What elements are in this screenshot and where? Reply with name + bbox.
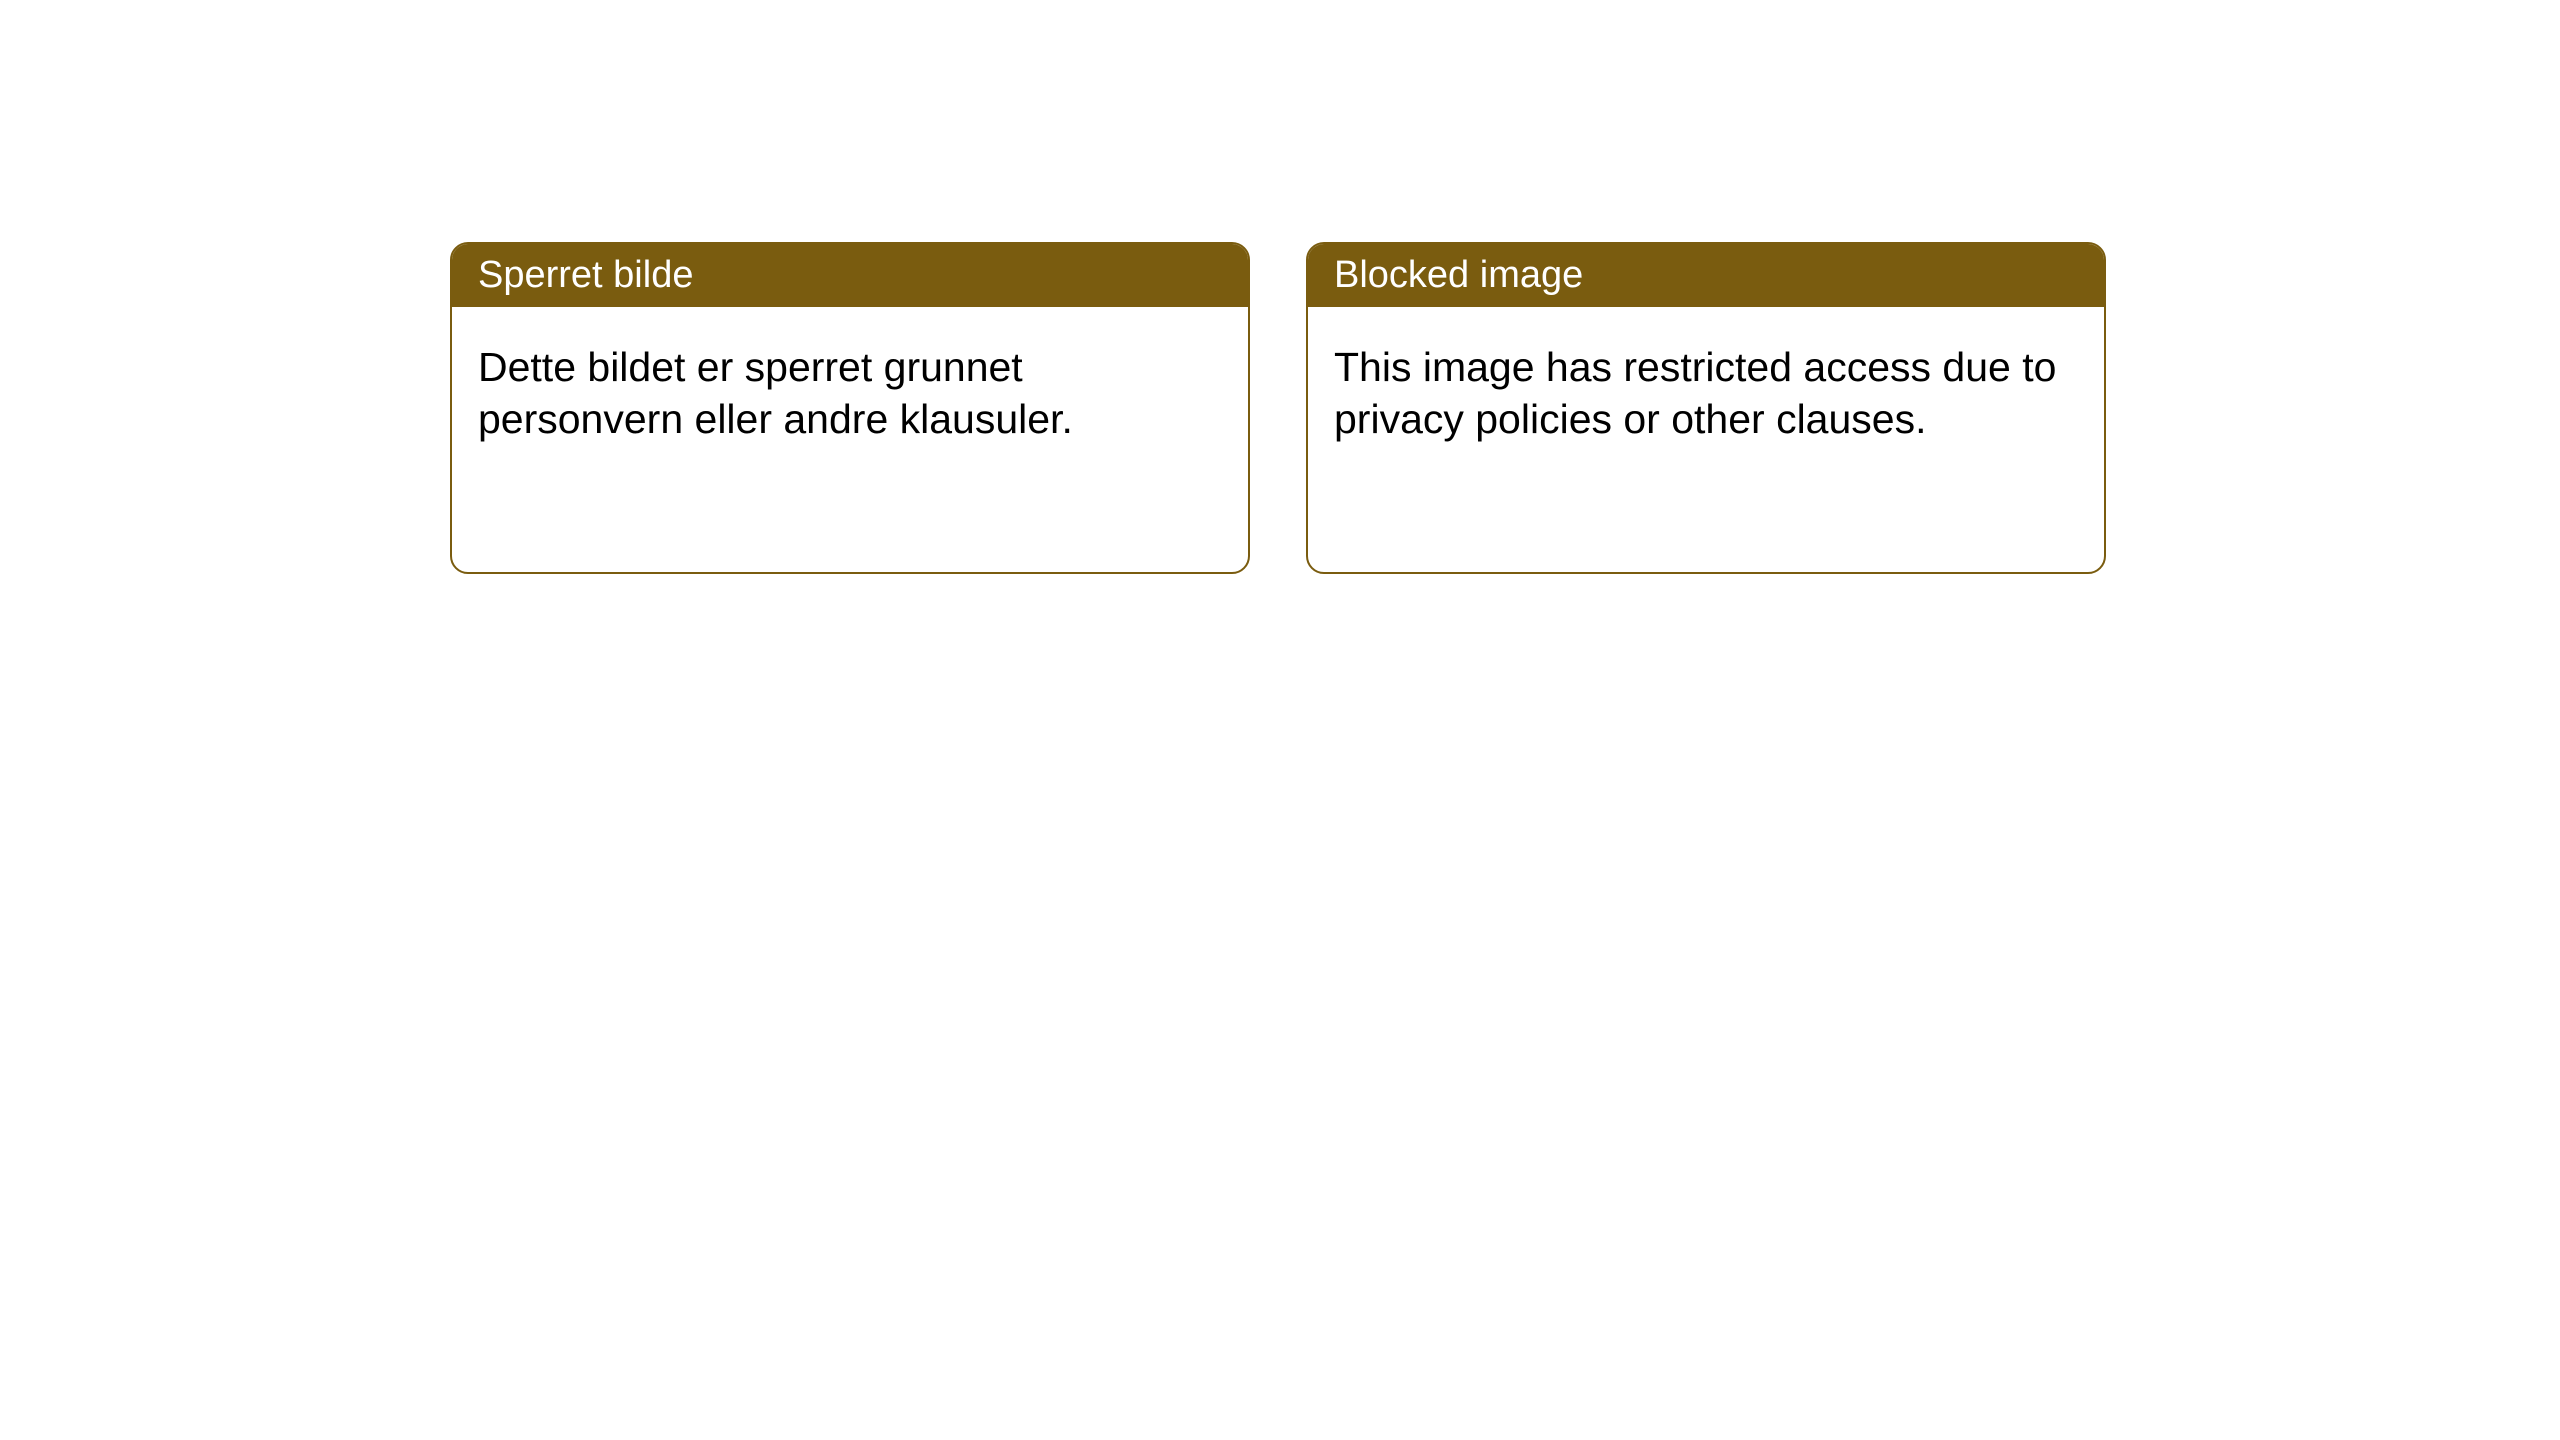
notice-card-body: This image has restricted access due to … [1308,307,2104,480]
notice-card-title: Blocked image [1308,244,2104,307]
notice-card-title: Sperret bilde [452,244,1248,307]
notice-card-body: Dette bildet er sperret grunnet personve… [452,307,1248,480]
notice-card-norwegian: Sperret bilde Dette bildet er sperret gr… [450,242,1250,574]
notice-cards-row: Sperret bilde Dette bildet er sperret gr… [450,242,2560,574]
notice-card-english: Blocked image This image has restricted … [1306,242,2106,574]
